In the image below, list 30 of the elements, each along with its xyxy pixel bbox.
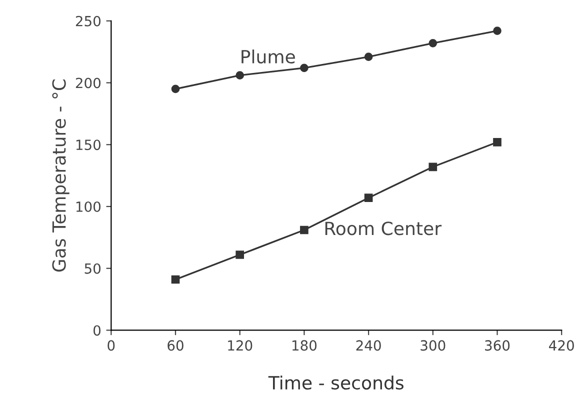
point — [300, 64, 308, 72]
point — [364, 194, 373, 202]
x-tick-label: 300 — [420, 340, 446, 351]
y-tick-label: 50 — [84, 263, 101, 274]
x-tick-label: 240 — [356, 340, 381, 351]
point — [493, 26, 502, 35]
x-tick-label: 420 — [549, 340, 574, 351]
x-tick-label: 180 — [292, 340, 317, 351]
point — [171, 84, 180, 94]
y-axis-title: Gas Temperature - °C — [52, 79, 70, 272]
point — [493, 138, 502, 146]
point — [364, 52, 373, 61]
series-label: Room Center — [325, 222, 442, 236]
point — [428, 162, 438, 172]
x-tick-label: 60 — [168, 340, 184, 351]
x-tick-label: 120 — [228, 340, 252, 351]
y-tick-label: 100 — [76, 201, 101, 212]
point — [428, 39, 438, 48]
point — [236, 250, 244, 259]
y-tick-label: 150 — [76, 140, 101, 150]
y-tick-label: 0 — [94, 325, 101, 336]
y-tick-label: 200 — [76, 78, 101, 88]
x-tick-label: 0 — [108, 340, 115, 351]
y-tick-label: 250 — [76, 16, 101, 26]
point — [300, 226, 308, 234]
series-label: Plume — [242, 50, 295, 64]
x-tick-label: 360 — [485, 340, 510, 351]
x-axis-title: Time - seconds — [268, 376, 404, 390]
point — [236, 71, 244, 80]
point — [171, 275, 180, 284]
